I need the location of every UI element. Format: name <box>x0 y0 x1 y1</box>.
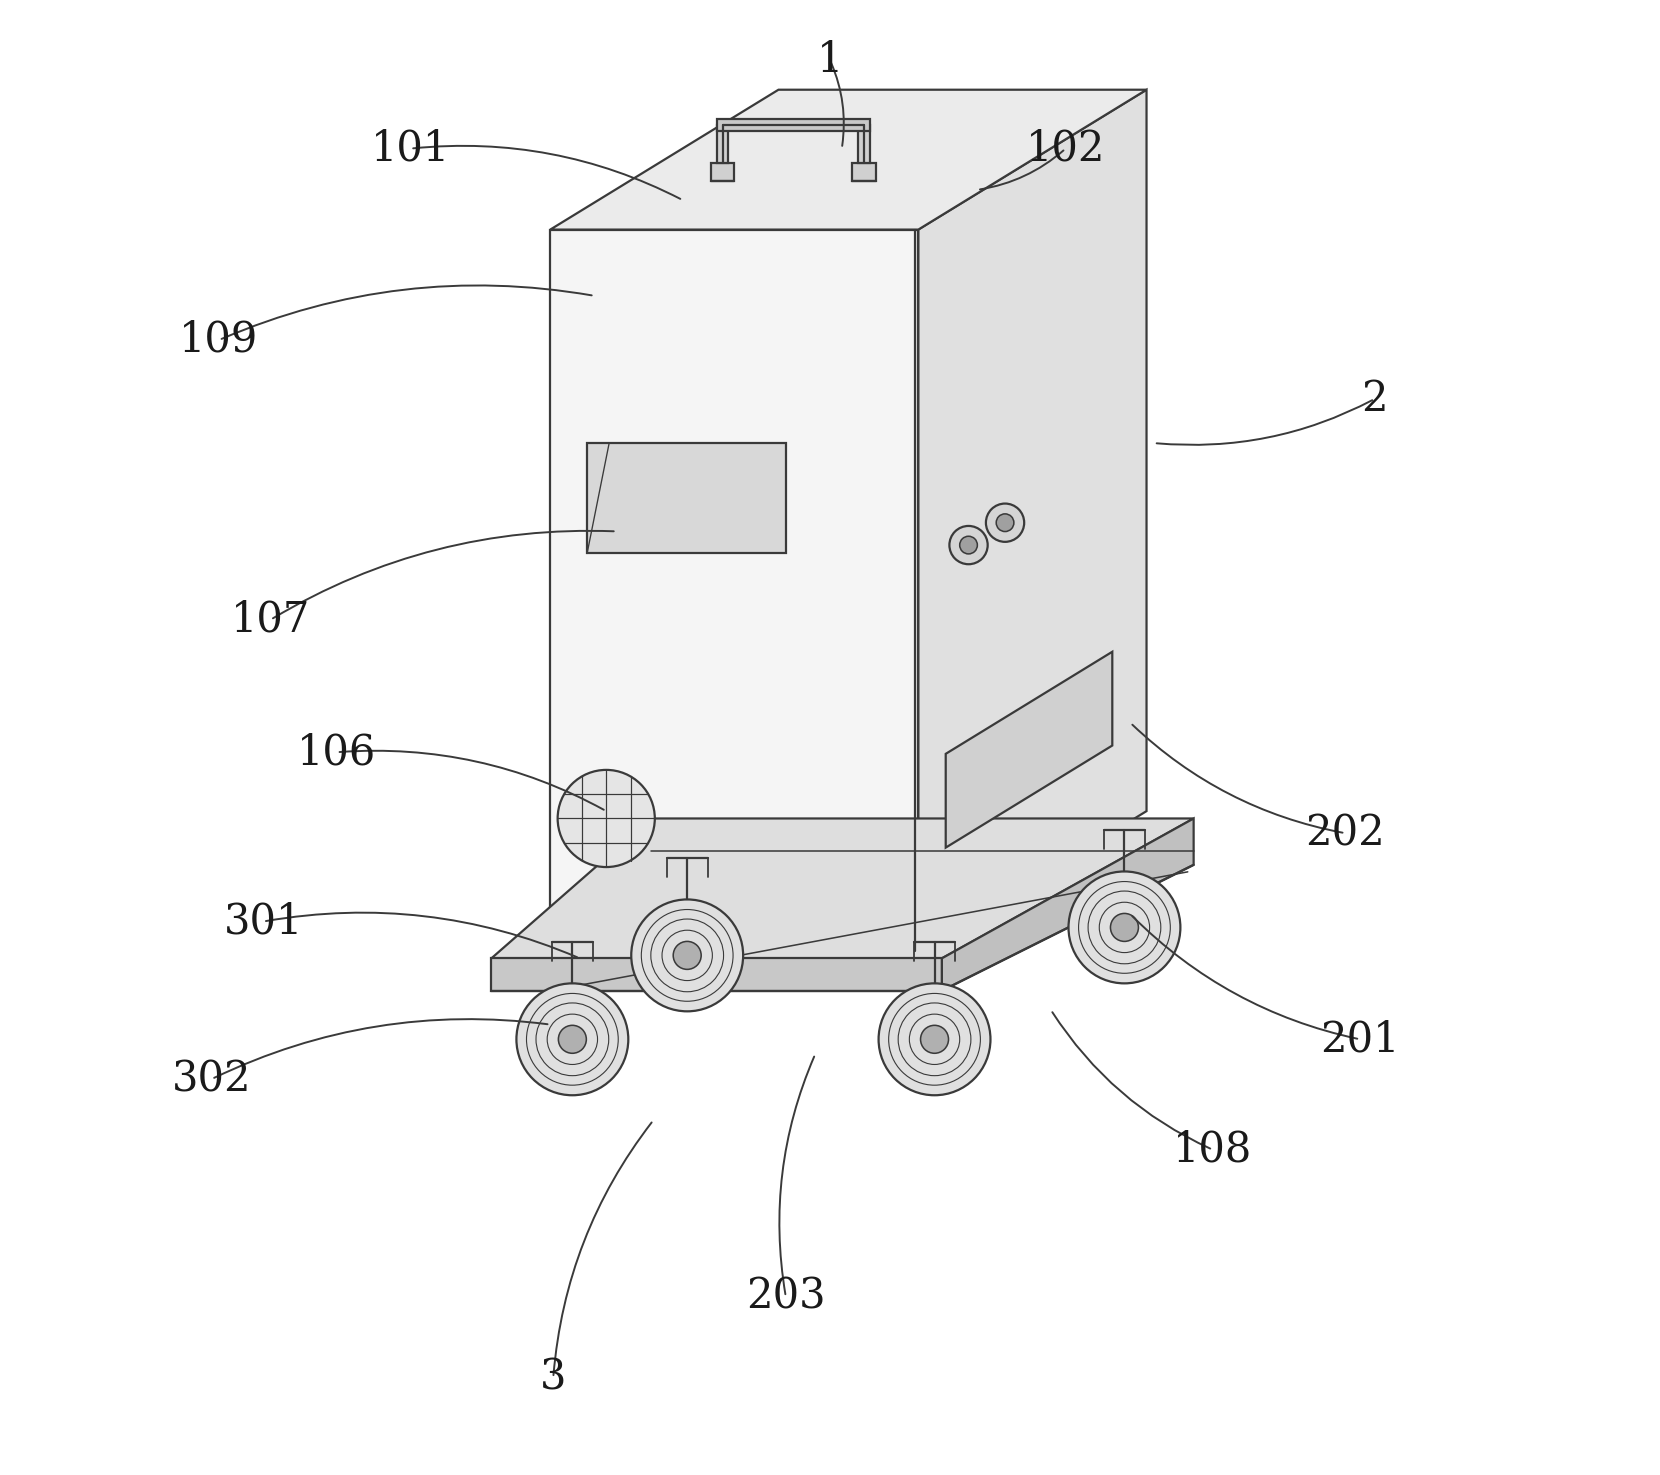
Circle shape <box>996 513 1014 531</box>
Circle shape <box>558 1025 586 1053</box>
Text: 203: 203 <box>745 1276 825 1319</box>
Circle shape <box>950 527 988 565</box>
Polygon shape <box>549 230 918 951</box>
Text: 108: 108 <box>1174 1128 1252 1171</box>
Text: 1: 1 <box>817 40 843 81</box>
Text: 102: 102 <box>1026 128 1106 170</box>
Circle shape <box>1111 913 1139 941</box>
Circle shape <box>1069 872 1180 984</box>
Circle shape <box>986 503 1024 541</box>
Polygon shape <box>588 442 785 553</box>
Polygon shape <box>491 959 941 991</box>
Text: 106: 106 <box>297 732 377 773</box>
Text: 301: 301 <box>224 901 302 943</box>
Polygon shape <box>491 819 1194 959</box>
Text: 302: 302 <box>173 1058 251 1100</box>
Text: 2: 2 <box>1361 378 1388 420</box>
Text: 107: 107 <box>231 599 310 640</box>
Text: 3: 3 <box>540 1357 566 1398</box>
Text: 109: 109 <box>179 319 259 361</box>
Circle shape <box>558 770 654 867</box>
Polygon shape <box>710 162 734 180</box>
Polygon shape <box>858 125 870 162</box>
Circle shape <box>959 537 978 555</box>
Text: 201: 201 <box>1320 1018 1399 1061</box>
Circle shape <box>631 900 744 1012</box>
Polygon shape <box>717 125 729 162</box>
Circle shape <box>878 984 991 1096</box>
Polygon shape <box>941 819 1194 991</box>
Polygon shape <box>852 162 875 180</box>
Text: 101: 101 <box>370 128 450 170</box>
Circle shape <box>674 941 701 969</box>
Polygon shape <box>918 90 1147 951</box>
Text: 202: 202 <box>1305 813 1384 854</box>
Polygon shape <box>717 119 870 131</box>
Polygon shape <box>946 652 1112 848</box>
Polygon shape <box>549 90 1147 230</box>
Circle shape <box>516 984 627 1096</box>
Circle shape <box>921 1025 948 1053</box>
